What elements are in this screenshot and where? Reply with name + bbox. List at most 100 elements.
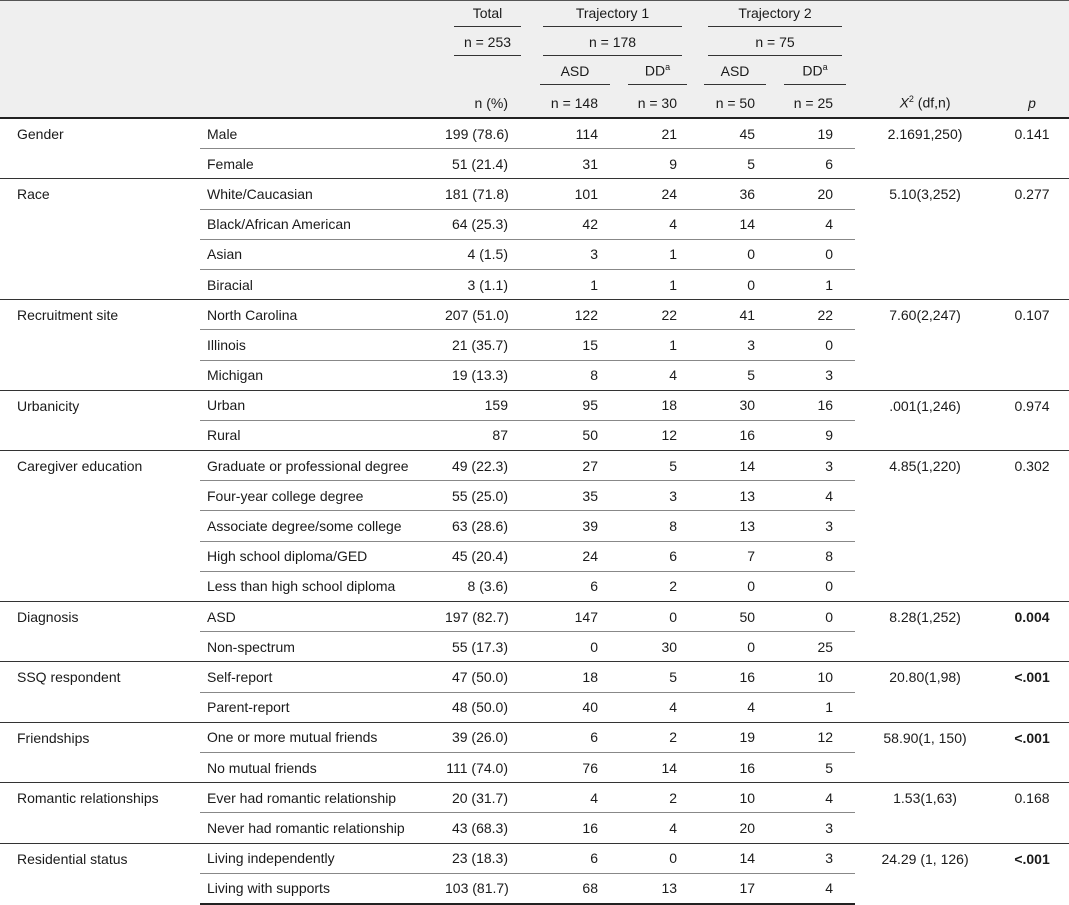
cell-value: 0 xyxy=(775,239,856,270)
table-row: Black/African American 64 (25.3) 42 4 14 4 xyxy=(0,209,1069,240)
header-n-dd: n = 25 xyxy=(775,88,856,119)
cell-value: 1 xyxy=(620,329,696,361)
cell-value: 22 xyxy=(775,299,856,331)
row-label: Michigan xyxy=(207,367,264,384)
chi-square: 5.10(3,252) xyxy=(855,178,996,300)
cell-value: 20 xyxy=(739,819,756,836)
cell-value: 16 xyxy=(739,759,756,776)
p-value: 0.277 xyxy=(995,178,1069,300)
cell-value: 4 (1.5) xyxy=(445,239,530,270)
cell-value: 3 xyxy=(775,450,856,482)
cell-value: 30 xyxy=(661,638,678,655)
cell-value: 181 (71.8) xyxy=(445,178,530,210)
table-row: Biracial 3 (1.1) 1 1 0 1 xyxy=(0,269,1069,299)
group-label: Diagnosis xyxy=(0,600,200,662)
group-label: Recruitment site xyxy=(0,299,200,391)
cell-value: 159 xyxy=(445,389,530,421)
cell-value: 35 xyxy=(530,480,620,512)
row-label: Parent-report xyxy=(207,699,290,716)
cell-value: 5 xyxy=(747,367,756,384)
row-label: One or more mutual friends xyxy=(200,721,445,753)
cell-value: 10 xyxy=(775,661,856,693)
cell-value: 14 xyxy=(695,450,776,482)
table-row: Associate degree/some college 63 (28.6) 39… xyxy=(0,510,1069,542)
cell-value: 12 xyxy=(661,427,678,444)
cell-value: 41 xyxy=(695,299,776,331)
cell-value: 50 xyxy=(582,427,598,444)
cell-value: 6 xyxy=(825,155,834,172)
cell-value: 4 xyxy=(669,819,678,836)
cell-value: 49 (22.3) xyxy=(445,450,530,482)
table-row: Caregiver education Graduate or professio… xyxy=(0,450,1069,602)
header-asd: ASD xyxy=(703,63,767,85)
cell-value: 18 xyxy=(530,661,620,693)
cell-value: 55 (25.0) xyxy=(445,480,530,512)
cell-value: 87 xyxy=(492,427,508,444)
table-row: Non-spectrum 55 (17.3) 0 30 0 25 xyxy=(0,632,1069,662)
cell-value: 4 xyxy=(775,209,856,240)
table-row: Gender Male 199 (78.6) 114 21 45 19 2.1691,250)… xyxy=(0,117,1069,179)
cell-value: 1 xyxy=(825,699,834,716)
header-n-asd: n = 50 xyxy=(695,88,776,119)
row-label: Associate degree/some college xyxy=(200,510,445,542)
cell-value: 3 xyxy=(775,510,856,542)
p-value: 0.107 xyxy=(995,299,1069,391)
cell-value: 31 xyxy=(582,155,598,172)
chi-square: .001(1,246) xyxy=(855,389,996,451)
group-label: Gender xyxy=(0,117,200,179)
cell-value: 63 (28.6) xyxy=(445,510,530,542)
chi-square: 58.90(1, 150) xyxy=(855,721,996,783)
cell-value: 42 xyxy=(530,209,620,240)
row-label: White/Caucasian xyxy=(200,178,445,210)
cell-value: 3 xyxy=(825,367,834,384)
table-row: SSQ respondent Self-report 47 (50.0) 18 5 16 1… xyxy=(0,661,1069,723)
header-n-asd: n = 148 xyxy=(530,88,620,119)
cell-value: 0 xyxy=(775,329,856,361)
header-trajectory-2: Trajectory 2 xyxy=(707,5,843,27)
table-row: Illinois 21 (35.7) 15 1 3 0 xyxy=(0,329,1069,361)
cell-value: 111 (74.0) xyxy=(446,759,508,776)
cell-value: 0 xyxy=(775,600,856,633)
cell-value: 197 (82.7) xyxy=(445,600,530,633)
cell-value: 122 xyxy=(530,299,620,331)
cell-value: 13 xyxy=(695,480,776,512)
cell-value: 39 (26.0) xyxy=(445,721,530,753)
cell-value: 15 xyxy=(530,329,620,361)
chi-square: 2.1691,250) xyxy=(855,117,996,179)
superscript: 2 xyxy=(908,94,914,105)
header-n-dd: n = 30 xyxy=(620,88,696,119)
cell-value: 0 xyxy=(747,276,756,293)
header-total: Total xyxy=(454,5,521,27)
cell-value: 2 xyxy=(620,782,696,814)
table-body: Gender Male 199 (78.6) 114 21 45 19 2.1691,250)… xyxy=(0,117,1069,905)
cell-value: 3 xyxy=(530,239,620,270)
p-value: <.001 xyxy=(995,842,1069,904)
text: DD xyxy=(644,62,666,79)
row-label: Ever had romantic relationship xyxy=(200,782,445,814)
cell-value: 18 xyxy=(620,389,696,421)
text: (df,n) xyxy=(913,94,951,111)
cell-value: 4 xyxy=(669,367,678,384)
cell-value: 3 xyxy=(775,842,856,874)
cell-value: 3 (1.1) xyxy=(467,276,508,293)
row-label: Urban xyxy=(200,389,445,421)
text: X xyxy=(899,94,909,111)
cell-value: 207 (51.0) xyxy=(445,299,530,331)
cell-value: 4 xyxy=(775,782,856,814)
row-label: Male xyxy=(200,117,445,150)
cell-value: 16 xyxy=(739,427,756,444)
cell-value: 114 xyxy=(530,117,620,150)
cell-value: 8 xyxy=(620,510,696,542)
table-row: Less than high school diploma 8 (3.6) 6 2 0 0 xyxy=(0,571,1069,601)
table-row: Rural 87 50 12 16 9 xyxy=(0,420,1069,450)
cell-value: 199 (78.6) xyxy=(445,117,530,150)
cell-value: 27 xyxy=(530,450,620,482)
cell-value: 8 (3.6) xyxy=(467,578,508,595)
cell-value: 14 xyxy=(661,759,678,776)
p-value: <.001 xyxy=(995,721,1069,783)
cell-value: 8 xyxy=(590,367,598,384)
row-label: Black/African American xyxy=(200,209,445,240)
cell-value: 4 xyxy=(775,480,856,512)
